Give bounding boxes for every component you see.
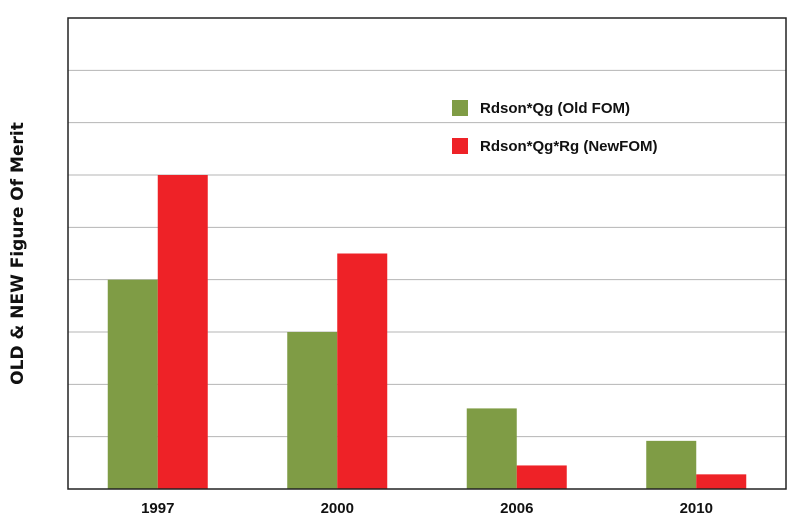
legend-swatch — [452, 100, 468, 116]
y-axis-title: OLD & NEW Figure Of Merit — [8, 122, 28, 385]
x-tick-label: 2010 — [680, 500, 713, 517]
bar-new-fom-2006 — [516, 465, 567, 489]
bar-new-fom-2010 — [696, 474, 747, 489]
legend: Rdson*Qg (Old FOM) Rdson*Qg*Rg (NewFOM) — [452, 100, 658, 155]
bar-new-fom-1997 — [157, 175, 208, 489]
x-tick-label: 2000 — [321, 500, 354, 517]
bar-old-fom-2006 — [466, 408, 517, 489]
x-tick-label: 1997 — [141, 500, 174, 517]
x-tick-label: 2006 — [500, 500, 533, 517]
bar-old-fom-1997 — [107, 279, 158, 489]
bar-new-fom-2000 — [337, 253, 388, 489]
legend-label: Rdson*Qg*Rg (NewFOM) — [480, 138, 658, 155]
bars — [107, 175, 747, 489]
bar-old-fom-2010 — [646, 440, 697, 489]
plot-frame — [67, 17, 787, 490]
legend-label: Rdson*Qg (Old FOM) — [480, 100, 630, 117]
x-axis-tick-labels: 1997 2000 2006 2010 — [141, 500, 713, 517]
bar-old-fom-2000 — [287, 332, 338, 489]
legend-swatch — [452, 138, 468, 154]
